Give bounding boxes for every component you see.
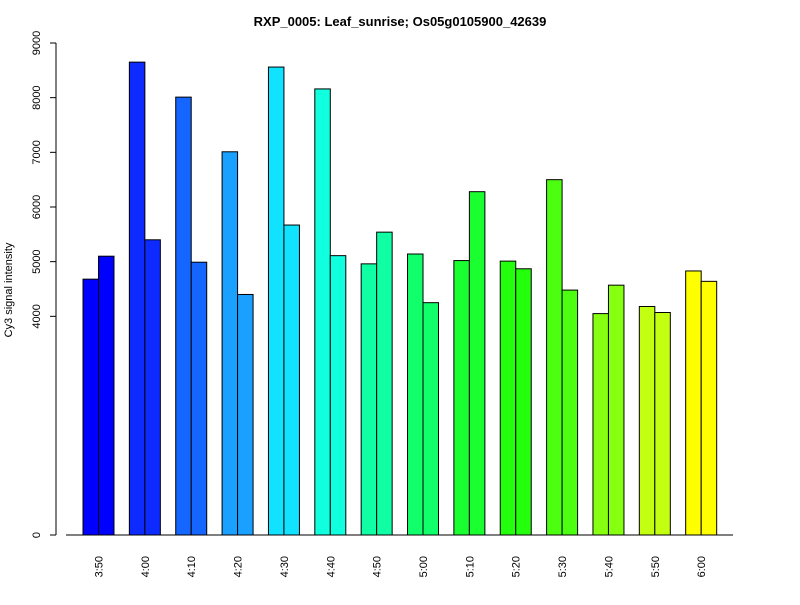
x-tick-label: 6:00 [696, 556, 708, 577]
x-tick-label: 5:20 [511, 556, 523, 577]
x-tick-label: 5:10 [464, 556, 476, 577]
x-tick-label: 4:40 [325, 556, 337, 577]
bar [128, 61, 146, 536]
y-tick-label: 7000 [31, 140, 43, 164]
bar [175, 96, 192, 536]
bar [685, 270, 702, 536]
bar [592, 313, 609, 536]
x-tick-label: 5:50 [650, 556, 662, 577]
y-tick-label: 8000 [31, 85, 43, 109]
bar [499, 260, 517, 536]
bar [422, 302, 440, 536]
x-tick-label: 4:10 [186, 556, 198, 577]
bar [329, 255, 347, 536]
y-axis: 0 4000 5000 6000 7000 8000 9000 [31, 31, 57, 538]
bar [700, 280, 718, 536]
bar [607, 284, 625, 536]
bar [98, 255, 115, 536]
y-tick-label: 9000 [31, 31, 43, 55]
y-tick-label: 5000 [31, 249, 43, 273]
x-tick-label: 3:50 [94, 556, 106, 577]
bar [654, 312, 671, 536]
x-tick-label: 4:20 [233, 556, 245, 577]
bar [515, 268, 532, 536]
y-tick-label: 0 [31, 532, 43, 538]
x-tick-label: 4:50 [372, 556, 384, 577]
bar [453, 260, 470, 536]
bar [376, 231, 393, 536]
chart-title: RXP_0005: Leaf_sunrise; Os05g0105900_426… [254, 14, 547, 29]
bars [82, 61, 718, 536]
x-tick-label: 5:40 [603, 556, 615, 577]
y-tick-label: 6000 [31, 195, 43, 219]
bar [546, 179, 563, 536]
bar [144, 239, 161, 536]
bar [638, 305, 656, 536]
bar [283, 224, 300, 536]
x-tick-label: 5:00 [418, 556, 430, 577]
bar [267, 66, 285, 536]
bar [360, 263, 378, 536]
bar [82, 278, 99, 536]
bar [190, 261, 208, 536]
x-tick-label: 4:00 [140, 556, 152, 577]
bar [221, 151, 239, 536]
bar [407, 253, 424, 536]
x-tick-labels: 3:50 4:00 4:10 4:20 4:30 4:40 4:50 5:00 5:10 5:20… [94, 556, 709, 577]
bar [314, 88, 331, 536]
bar [468, 191, 486, 536]
y-axis-label: Cy3 signal intensity [3, 242, 15, 337]
y-tick-label: 4000 [31, 304, 43, 328]
x-tick-label: 4:30 [279, 556, 291, 577]
bar [561, 289, 579, 536]
x-tick-label: 5:30 [557, 556, 569, 577]
bar [237, 293, 254, 536]
